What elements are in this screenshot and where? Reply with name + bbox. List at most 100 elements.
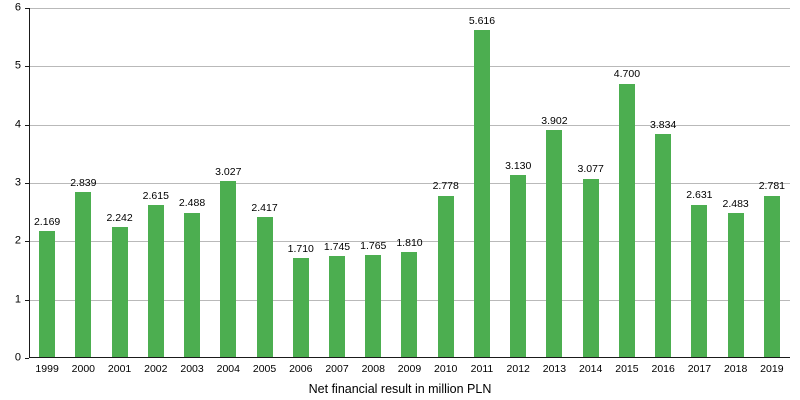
bar-2005 — [256, 217, 273, 358]
x-tick-label-2004: 2004 — [216, 363, 240, 375]
bar-group-2010: 2.778 2010 — [428, 8, 464, 374]
y-tick-mark-4 — [25, 124, 29, 126]
x-tick-label-2007: 2007 — [325, 363, 349, 375]
y-tick-mark-2 — [25, 241, 29, 243]
x-tick-label-2015: 2015 — [615, 363, 639, 375]
y-tick-label-4: 4 — [14, 118, 21, 131]
gridline-y-5 — [29, 66, 790, 68]
x-tick-label-2000: 2000 — [71, 363, 96, 375]
y-tick-label-2: 2 — [14, 234, 21, 247]
bar-group-2005: 2.417 2005 — [246, 8, 282, 375]
bar-group-2007: 1.745 2007 — [319, 8, 355, 374]
x-tick-label-2006: 2006 — [289, 363, 313, 375]
bar-group-2003: 2.488 2003 — [174, 8, 210, 374]
x-tick-label-2012: 2012 — [506, 363, 530, 375]
gridline-y-6 — [29, 8, 790, 9]
bar-value-label-2007: 1.745 — [323, 240, 351, 253]
bar-value-label-2013: 3.902 — [541, 114, 568, 127]
x-tick-label-2018: 2018 — [723, 363, 748, 375]
x-tick-label-2003: 2003 — [180, 363, 204, 375]
bar-value-label-2015: 4.700 — [613, 68, 641, 81]
bar-group-2008: 1.765 2008 — [355, 8, 391, 374]
x-tick-label-2016: 2016 — [651, 363, 675, 375]
y-tick-mark-6 — [25, 8, 29, 9]
bar-2012 — [510, 175, 527, 358]
bar-group-2002: 2.615 2002 — [138, 8, 174, 374]
y-tick-mark-3 — [25, 183, 29, 184]
bar-value-label-2016: 3.834 — [650, 118, 677, 131]
bar-group-2018: 2.483 2018 — [718, 8, 754, 374]
bar-group-2017: 2.631 2017 — [681, 8, 717, 374]
bar-2018 — [727, 213, 744, 358]
x-tick-label-2008: 2008 — [361, 363, 385, 375]
bar-value-label-1999: 2.169 — [33, 215, 61, 228]
bar-value-label-2010: 2.778 — [432, 180, 459, 193]
plot-area: 0 1 2 3 4 5 6 2.169 1999 2.839 2000 2.242 2001 2.615 2… — [15, 2, 790, 375]
bar-2010 — [437, 195, 454, 358]
bar-value-label-2008: 1.765 — [360, 239, 387, 252]
bar-value-label-2002: 2.615 — [142, 189, 169, 202]
x-axis-line — [29, 357, 790, 358]
bar-2008 — [365, 255, 382, 358]
bar-2001 — [111, 227, 128, 358]
gridline-y-3 — [29, 183, 790, 184]
bar-group-2000: 2.839 2000 — [65, 8, 101, 374]
y-tick-label-5: 5 — [14, 59, 21, 72]
bar-group-1999: 2.169 1999 — [29, 8, 65, 374]
bar-value-label-2017: 2.631 — [686, 189, 713, 202]
bar-2013 — [546, 130, 563, 358]
bar-2004 — [220, 181, 237, 358]
bar-2006 — [292, 258, 309, 358]
x-axis-title: Net financial result in million PLN — [308, 382, 492, 396]
bar-value-label-2009: 1.810 — [396, 236, 423, 249]
x-tick-label-2011: 2011 — [470, 363, 494, 375]
bar-1999 — [39, 231, 56, 358]
bar-group-2013: 3.902 2013 — [536, 8, 572, 374]
y-tick-mark-5 — [25, 66, 29, 68]
bar-value-label-2019: 2.781 — [758, 180, 785, 193]
y-axis-line — [29, 8, 30, 358]
gridline-y-2 — [29, 241, 790, 243]
bar-2016 — [655, 134, 672, 358]
y-tick-label-3: 3 — [14, 176, 21, 189]
bar-value-label-2011: 5.616 — [468, 14, 496, 27]
bar-group-2016: 3.834 2016 — [645, 8, 681, 374]
y-tick-label-6: 6 — [14, 1, 21, 14]
bar-2000 — [75, 192, 92, 358]
bar-group-2009: 1.810 2009 — [391, 8, 427, 374]
bar-group-2011: 5.616 2011 — [464, 8, 500, 374]
bar-group-2001: 2.242 2001 — [101, 8, 137, 374]
bar-2017 — [691, 204, 708, 358]
x-tick-label-2001: 2001 — [107, 363, 132, 375]
x-tick-label-2005: 2005 — [252, 363, 277, 375]
bar-2002 — [147, 205, 164, 358]
bar-value-label-2001: 2.242 — [106, 211, 133, 224]
bar-2011 — [473, 30, 490, 358]
bar-2007 — [329, 256, 345, 358]
x-tick-label-1999: 1999 — [35, 363, 59, 375]
y-tick-label-1: 1 — [14, 293, 21, 306]
bar-2015 — [618, 83, 635, 358]
bar-value-label-2005: 2.417 — [251, 201, 278, 214]
x-tick-label-2002: 2002 — [144, 363, 168, 375]
y-tick-mark-0 — [25, 358, 29, 359]
bar-2003 — [184, 212, 201, 358]
bar-group-2006: 1.710 2006 — [283, 8, 319, 374]
y-tick-label-0: 0 — [14, 351, 21, 364]
bar-group-2019: 2.781 2019 — [754, 8, 790, 374]
x-tick-label-2019: 2019 — [760, 363, 784, 375]
bar-group-2014: 3.077 2014 — [573, 8, 609, 374]
bar-value-label-2018: 2.483 — [722, 197, 749, 210]
x-tick-label-2010: 2010 — [434, 363, 458, 375]
bar-value-label-2012: 3.130 — [505, 159, 532, 172]
bar-2014 — [582, 178, 599, 358]
x-tick-label-2014: 2014 — [578, 363, 603, 375]
bar-value-label-2003: 2.488 — [178, 197, 206, 210]
bar-group-2012: 3.130 2012 — [500, 8, 536, 374]
bar-2009 — [401, 252, 418, 358]
x-tick-label-2013: 2013 — [542, 363, 567, 375]
bar-value-label-2014: 3.077 — [577, 163, 604, 176]
bar-group-2015: 4.700 2015 — [609, 8, 645, 374]
bar-2019 — [763, 195, 780, 358]
